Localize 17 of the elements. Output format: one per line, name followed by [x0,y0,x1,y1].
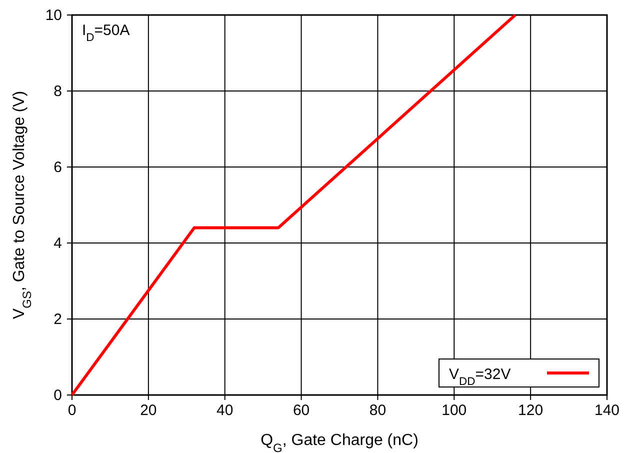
x-tick-label: 60 [292,402,310,419]
y-tick-label: 8 [54,83,62,100]
y-tick-label: 2 [54,311,62,328]
x-tick-label: 140 [594,402,620,419]
y-tick-label: 0 [54,387,62,404]
x-tick-label: 0 [68,402,76,419]
y-tick-label: 10 [45,7,62,24]
x-tick-label: 80 [369,402,386,419]
legend: V$_{DD}$=32V [438,358,600,388]
x-tick-label: 40 [216,402,234,419]
annotation: I$_{D}$=50A [82,22,130,44]
x-tick-label: 100 [442,402,467,419]
x-tick-label: 120 [518,402,544,419]
x-axis-title: Q$_{G}$, Gate Charge (nC) [260,432,418,453]
y-tick-label: 6 [54,159,62,176]
x-tick-label: 20 [140,402,157,419]
y-tick-label: 4 [54,235,62,252]
